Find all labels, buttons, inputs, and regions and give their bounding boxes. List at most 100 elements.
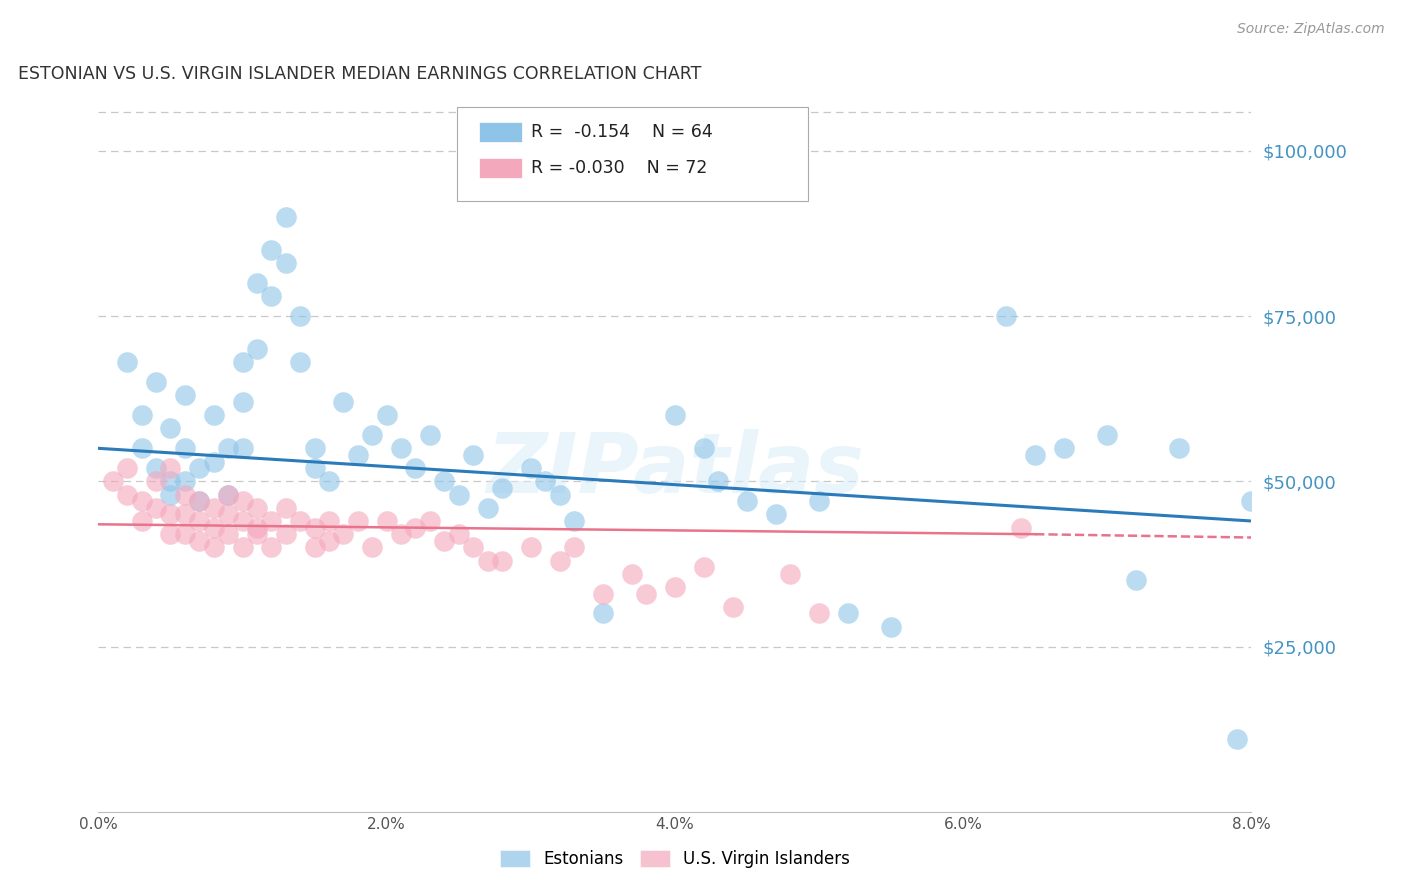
Text: R =  -0.154    N = 64: R = -0.154 N = 64 xyxy=(531,123,713,141)
Point xyxy=(361,541,384,555)
Legend: Estonians, U.S. Virgin Islanders: Estonians, U.S. Virgin Islanders xyxy=(494,843,856,875)
Point xyxy=(664,580,686,594)
Point xyxy=(131,494,153,508)
Point xyxy=(159,508,181,522)
Point xyxy=(117,461,139,475)
Point xyxy=(274,500,297,515)
Text: Source: ZipAtlas.com: Source: ZipAtlas.com xyxy=(1237,22,1385,37)
Point xyxy=(246,342,269,356)
Point xyxy=(419,514,441,528)
Point xyxy=(447,527,470,541)
Point xyxy=(735,494,758,508)
Point xyxy=(231,355,254,369)
Point xyxy=(274,527,297,541)
Point xyxy=(131,514,153,528)
Point xyxy=(217,508,239,522)
Point xyxy=(389,442,412,456)
Text: ESTONIAN VS U.S. VIRGIN ISLANDER MEDIAN EARNINGS CORRELATION CHART: ESTONIAN VS U.S. VIRGIN ISLANDER MEDIAN … xyxy=(18,65,702,83)
Point xyxy=(433,533,456,548)
Point xyxy=(188,533,211,548)
Point xyxy=(290,309,312,323)
Point xyxy=(1168,442,1191,456)
Point xyxy=(562,514,585,528)
Point xyxy=(332,527,354,541)
Point xyxy=(1226,732,1249,747)
Point xyxy=(174,388,197,402)
Point xyxy=(260,243,283,257)
Point xyxy=(246,276,269,290)
Point xyxy=(318,475,340,489)
Point xyxy=(145,500,167,515)
Point xyxy=(202,520,225,534)
Point xyxy=(159,421,181,435)
Text: ZIPatlas: ZIPatlas xyxy=(486,429,863,509)
Point xyxy=(188,494,211,508)
Point xyxy=(174,475,197,489)
Point xyxy=(202,409,225,423)
Point xyxy=(231,514,254,528)
Point xyxy=(231,395,254,409)
Point xyxy=(332,395,354,409)
Point xyxy=(707,475,730,489)
Point xyxy=(304,520,326,534)
Point xyxy=(346,514,368,528)
Point xyxy=(433,475,456,489)
Point xyxy=(246,500,269,515)
Point xyxy=(461,448,484,462)
Point xyxy=(779,566,801,581)
Point xyxy=(721,599,744,614)
Point xyxy=(620,566,643,581)
Point xyxy=(290,355,312,369)
Point xyxy=(217,442,239,456)
Point xyxy=(274,256,297,270)
Point xyxy=(260,541,283,555)
Point xyxy=(807,494,830,508)
Point xyxy=(1053,442,1076,456)
Point xyxy=(520,461,543,475)
Point xyxy=(419,428,441,442)
Point xyxy=(159,475,181,489)
Point xyxy=(159,461,181,475)
Point xyxy=(117,355,139,369)
Point xyxy=(375,514,398,528)
Point xyxy=(202,541,225,555)
Point xyxy=(592,607,614,621)
Point xyxy=(145,475,167,489)
Point xyxy=(520,541,543,555)
Point xyxy=(188,461,211,475)
Point xyxy=(304,442,326,456)
Point xyxy=(304,461,326,475)
Point xyxy=(188,494,211,508)
Point xyxy=(405,520,427,534)
Point xyxy=(217,487,239,501)
Point xyxy=(231,442,254,456)
Text: R = -0.030    N = 72: R = -0.030 N = 72 xyxy=(531,159,707,177)
Point xyxy=(159,527,181,541)
Point xyxy=(246,527,269,541)
Point xyxy=(636,587,658,601)
Point xyxy=(765,508,787,522)
Point xyxy=(202,500,225,515)
Point xyxy=(477,554,499,568)
Point xyxy=(231,494,254,508)
Point xyxy=(461,541,484,555)
Point xyxy=(174,442,197,456)
Point xyxy=(1010,520,1032,534)
Point xyxy=(389,527,412,541)
Point xyxy=(1240,494,1263,508)
Point xyxy=(1024,448,1046,462)
Point xyxy=(246,520,269,534)
Point xyxy=(290,514,312,528)
Point xyxy=(188,514,211,528)
Point xyxy=(375,409,398,423)
Point xyxy=(592,587,614,601)
Point xyxy=(131,409,153,423)
Point xyxy=(405,461,427,475)
Point xyxy=(346,448,368,462)
Point xyxy=(117,487,139,501)
Point xyxy=(318,533,340,548)
Point xyxy=(304,541,326,555)
Point xyxy=(491,554,513,568)
Point xyxy=(217,527,239,541)
Point xyxy=(217,487,239,501)
